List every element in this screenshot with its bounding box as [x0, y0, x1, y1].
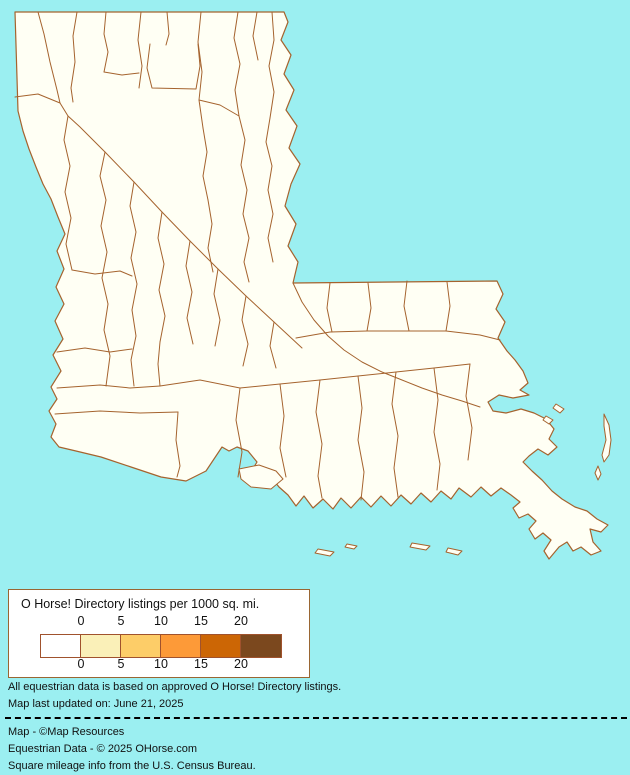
tick-label: 0	[77, 657, 85, 671]
barrier-island	[314, 548, 335, 557]
legend-ticks-bottom: 0 5 10 15 20	[9, 657, 309, 673]
tick-label: 20	[234, 657, 248, 671]
tick-label: 15	[194, 657, 208, 671]
coastal-islands	[238, 403, 612, 557]
map-canvas	[14, 11, 612, 560]
tick-label: 20	[234, 614, 248, 628]
barrier-island	[445, 547, 463, 556]
census-credit: Square mileage info from the U.S. Census…	[8, 760, 256, 772]
tick-label: 10	[154, 614, 168, 628]
tick-label: 5	[117, 657, 125, 671]
state-outline	[14, 11, 609, 560]
barrier-island	[344, 543, 358, 550]
legend-ticks-top: 0 5 10 15 20	[9, 614, 309, 630]
legend-title: O Horse! Directory listings per 1000 sq.…	[21, 597, 260, 611]
tick-label: 5	[117, 614, 125, 628]
louisiana-parish-map	[14, 11, 612, 560]
map-legend: O Horse! Directory listings per 1000 sq.…	[8, 589, 310, 678]
map-credit: Map - ©Map Resources	[8, 726, 125, 738]
tick-label: 0	[77, 614, 85, 628]
data-source-note: All equestrian data is based on approved…	[8, 681, 342, 693]
ramp-swatch	[201, 635, 241, 657]
ramp-swatch	[41, 635, 81, 657]
ramp-swatch	[81, 635, 121, 657]
dashed-divider	[5, 717, 627, 719]
ramp-swatch	[241, 635, 281, 657]
tick-label: 15	[194, 614, 208, 628]
tick-label: 10	[154, 657, 168, 671]
barrier-island	[552, 403, 565, 414]
chandeleur-islands	[594, 465, 602, 481]
ramp-swatch	[121, 635, 161, 657]
legend-color-ramp	[40, 634, 282, 658]
ramp-swatch	[161, 635, 201, 657]
last-updated-note: Map last updated on: June 21, 2025	[8, 698, 184, 710]
parish-boundaries	[14, 11, 501, 501]
barrier-island	[542, 415, 554, 425]
equestrian-data-credit: Equestrian Data - © 2025 OHorse.com	[8, 743, 198, 755]
barrier-island	[409, 542, 431, 551]
marsh-island	[238, 464, 284, 490]
chandeleur-islands	[601, 413, 612, 463]
